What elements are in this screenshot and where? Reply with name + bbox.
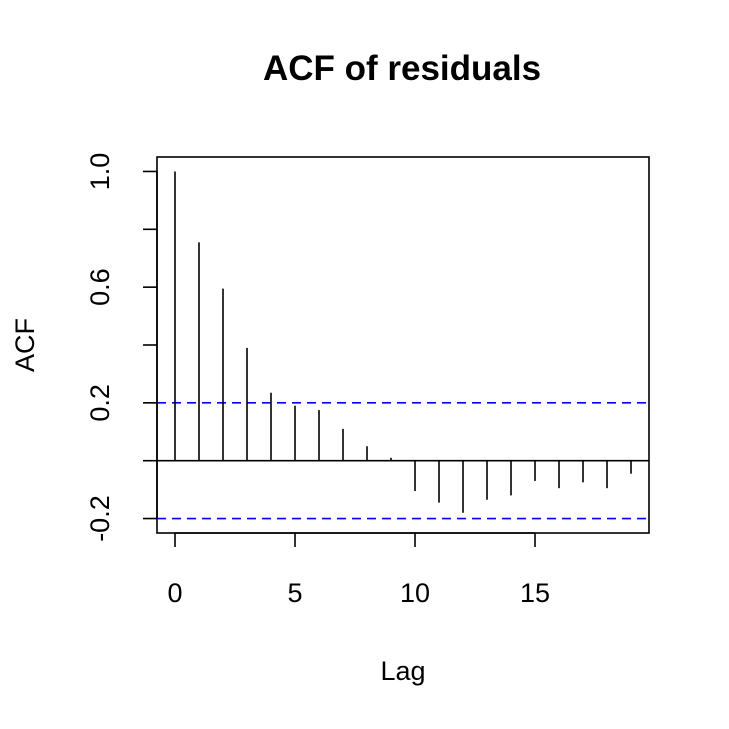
y-tick-label: -0.2 [85,495,115,542]
y-tick-label: 1.0 [85,153,115,191]
chart-title: ACF of residuals [263,49,541,88]
x-tick-label: 10 [400,578,430,608]
x-tick-label: 5 [287,578,302,608]
plot-frame [156,156,650,534]
x-tick-label: 15 [520,578,550,608]
plot-area: 0 5 10 15 -0.2 0.2 0.6 1.0 [85,153,650,608]
y-tick-label: 0.6 [85,268,115,306]
y-axis-label: ACF [10,318,40,372]
x-axis-label: Lag [380,656,425,686]
x-tick-label: 0 [167,578,182,608]
y-tick-label: 0.2 [85,384,115,422]
